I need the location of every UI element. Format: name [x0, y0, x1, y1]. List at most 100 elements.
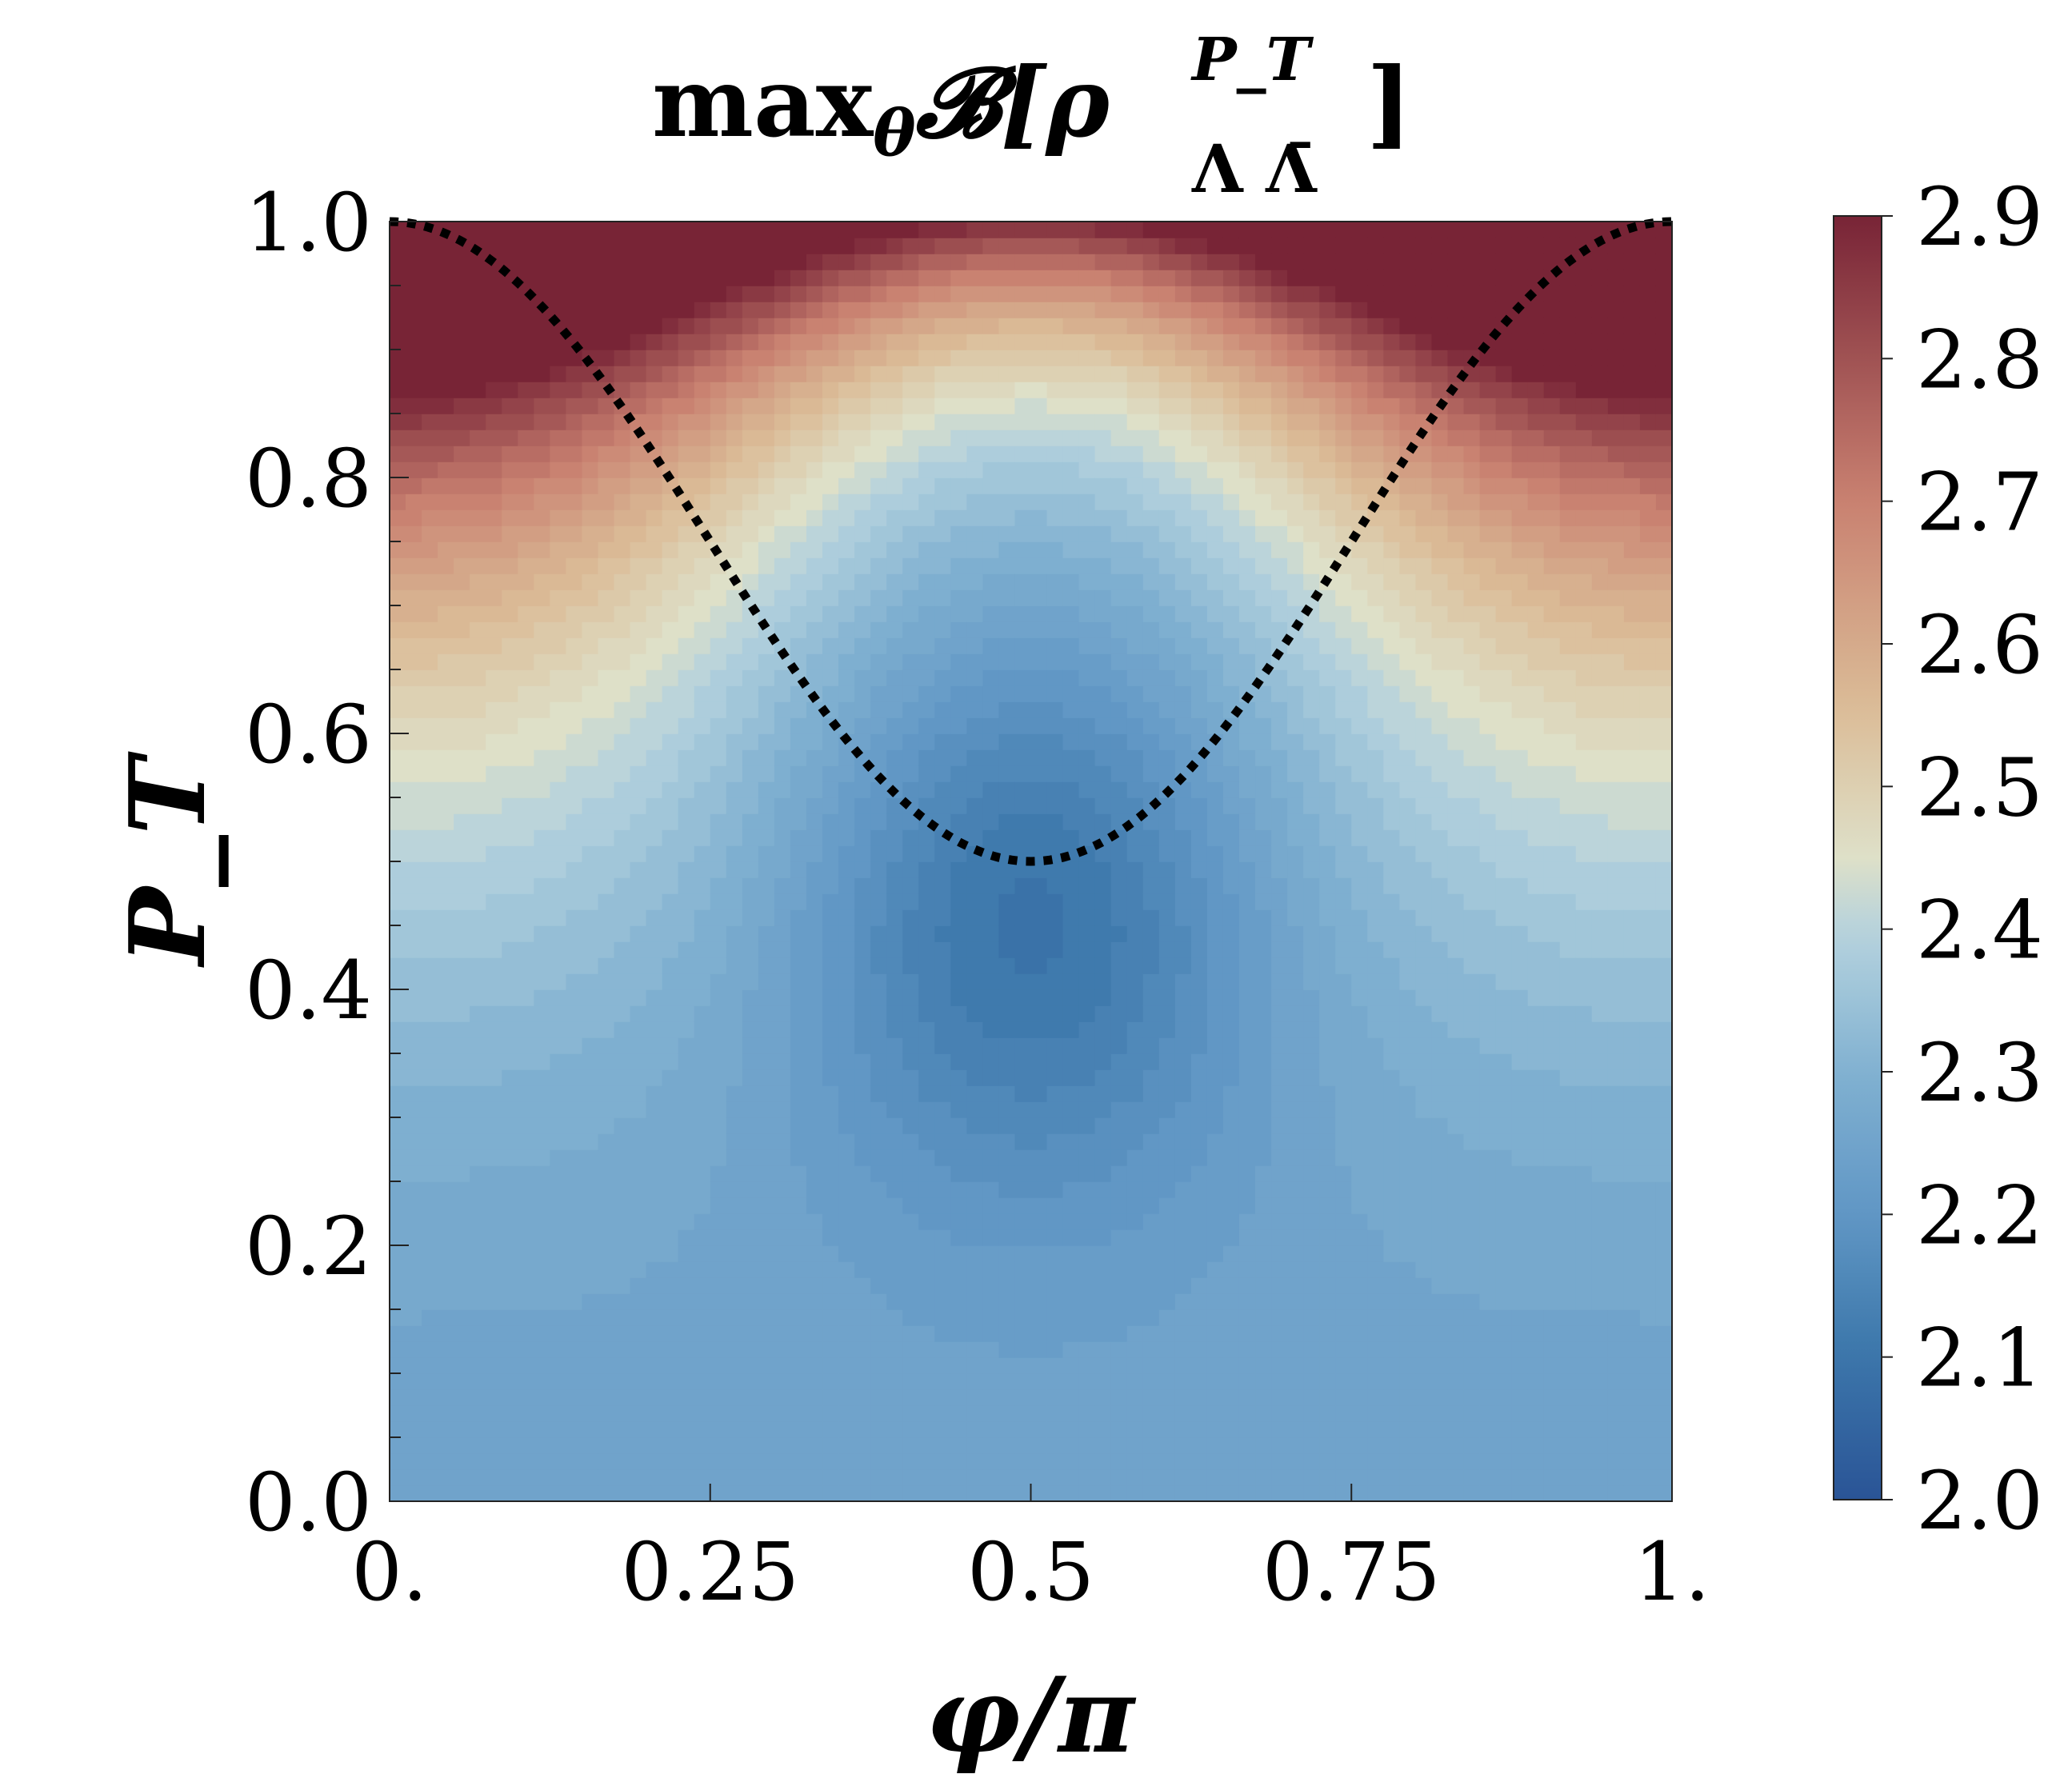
heatmap-cell: [1255, 461, 1272, 478]
heatmap-cell: [598, 1309, 615, 1326]
heatmap-cell: [710, 477, 727, 494]
heatmap-cell: [710, 1309, 727, 1326]
heatmap-cell: [790, 1277, 807, 1294]
heatmap-cell: [614, 1325, 631, 1342]
heatmap-cell: [390, 509, 406, 526]
heatmap-cell: [790, 270, 807, 286]
heatmap-cell: [486, 557, 503, 574]
heatmap-cell: [422, 797, 438, 814]
heatmap-cell: [646, 1373, 663, 1390]
heatmap-cell: [470, 813, 487, 830]
heatmap-cell: [1078, 797, 1096, 814]
heatmap-cell: [1335, 398, 1353, 414]
heatmap-cell: [454, 461, 470, 478]
heatmap-cell: [774, 430, 791, 446]
heatmap-cell: [838, 334, 855, 350]
heatmap-cell: [1174, 525, 1192, 542]
heatmap-cell: [886, 653, 903, 670]
heatmap-cell: [1367, 941, 1385, 958]
heatmap-cell: [1110, 989, 1128, 1006]
heatmap-cell: [1206, 589, 1224, 606]
heatmap-cell: [518, 445, 535, 462]
heatmap-cell: [790, 430, 807, 446]
heatmap-cell: [1046, 1469, 1064, 1486]
heatmap-cell: [1303, 1453, 1320, 1470]
heatmap-cell: [1367, 557, 1385, 574]
heatmap-cell: [1319, 238, 1337, 254]
heatmap-cell: [486, 669, 503, 686]
heatmap-cell: [646, 222, 663, 238]
heatmap-cell: [902, 1485, 920, 1501]
heatmap-cell: [550, 605, 567, 622]
heatmap-cell: [790, 957, 807, 974]
heatmap-cell: [822, 1181, 839, 1198]
heatmap-cell: [726, 1357, 743, 1374]
heatmap-cell: [694, 541, 711, 558]
heatmap-cell: [390, 430, 406, 446]
heatmap-cell: [822, 1037, 839, 1054]
heatmap-cell: [1271, 1149, 1288, 1166]
heatmap-cell: [1351, 1149, 1369, 1166]
heatmap-cell: [1335, 382, 1353, 398]
heatmap-cell: [454, 1149, 470, 1166]
heatmap-cell: [1030, 1469, 1048, 1486]
heatmap-cell: [438, 957, 454, 974]
heatmap-cell: [646, 1213, 663, 1230]
heatmap-cell: [1367, 1245, 1385, 1262]
heatmap-cell: [422, 557, 438, 574]
heatmap-cell: [1335, 813, 1353, 830]
heatmap-cell: [598, 1053, 615, 1070]
heatmap-cell: [598, 637, 615, 654]
heatmap-cell: [870, 1021, 887, 1038]
heatmap-cell: [1094, 254, 1112, 270]
heatmap-cell: [1351, 1197, 1369, 1214]
heatmap-cell: [1238, 653, 1256, 670]
heatmap-cell: [646, 1069, 663, 1086]
heatmap-cell: [822, 525, 839, 542]
heatmap-cell: [1142, 669, 1160, 686]
heatmap-cell: [1190, 334, 1208, 350]
heatmap-cell: [998, 1181, 1016, 1198]
heatmap-cell: [582, 302, 599, 318]
heatmap-cell: [1094, 957, 1112, 974]
heatmap-cell: [790, 877, 807, 894]
heatmap-cell: [966, 797, 984, 814]
heatmap-cell: [822, 254, 839, 270]
heatmap-cell: [1142, 1149, 1160, 1166]
heatmap-cell: [1335, 350, 1353, 366]
heatmap-cell: [966, 1197, 984, 1214]
heatmap-cell: [1255, 749, 1272, 766]
heatmap-cell: [1351, 1165, 1369, 1182]
heatmap-cell: [1062, 1149, 1080, 1166]
heatmap-cell: [1030, 541, 1048, 558]
heatmap-cell: [566, 1197, 583, 1214]
heatmap-cell: [1142, 366, 1160, 382]
heatmap-cell: [1206, 1405, 1224, 1422]
heatmap-cell: [662, 573, 679, 590]
heatmap-cell: [1174, 909, 1192, 926]
heatmap-cell: [630, 1101, 647, 1118]
heatmap-cell: [1238, 621, 1256, 638]
heatmap-cell: [1335, 1245, 1353, 1262]
heatmap-cell: [694, 398, 711, 414]
heatmap-cell: [534, 1053, 551, 1070]
heatmap-cell: [1110, 733, 1128, 750]
heatmap-cell: [774, 989, 791, 1006]
heatmap-cell: [1062, 1485, 1080, 1501]
heatmap-cell: [950, 957, 968, 974]
heatmap-cell: [1335, 493, 1353, 510]
heatmap-cell: [1078, 989, 1096, 1006]
heatmap-cell: [598, 541, 615, 558]
heatmap-cell: [1271, 1453, 1288, 1470]
heatmap-cell: [534, 1197, 551, 1214]
heatmap-cell: [550, 302, 567, 318]
heatmap-cell: [966, 302, 984, 318]
heatmap-cell: [758, 909, 775, 926]
heatmap-cell: [1287, 653, 1304, 670]
heatmap-cell: [454, 493, 470, 510]
heatmap-cell: [534, 1437, 551, 1454]
heatmap-cell: [518, 1469, 535, 1486]
heatmap-cell: [1030, 398, 1048, 414]
heatmap-cell: [406, 637, 422, 654]
heatmap-cell: [1158, 1037, 1176, 1054]
